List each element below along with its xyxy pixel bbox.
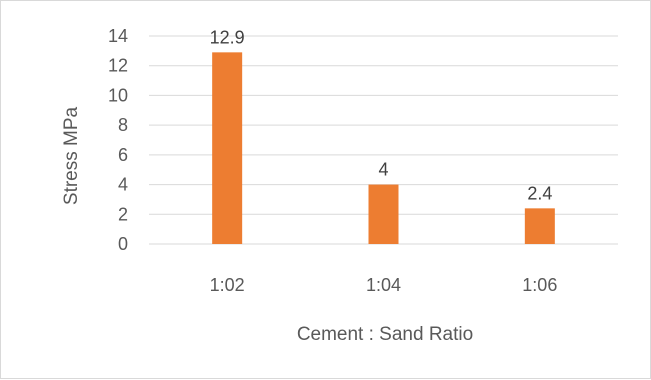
x-tick-label: 1:04 (366, 275, 401, 295)
x-axis-tick-labels: 1:02 1:04 1:06 (210, 275, 558, 295)
y-tick-label: 12 (108, 56, 128, 76)
y-axis-title: Stress MPa (61, 106, 82, 205)
x-tick-label: 1:02 (210, 275, 245, 295)
y-tick-label: 4 (118, 175, 128, 195)
bars (212, 52, 555, 244)
y-axis-tick-labels: 0 2 4 6 8 10 12 14 (108, 26, 128, 254)
x-axis-title: Cement : Sand Ratio (297, 324, 473, 345)
data-label: 4 (378, 160, 388, 180)
y-tick-label: 0 (118, 234, 128, 254)
data-labels: 12.9 4 2.4 (210, 27, 553, 203)
data-label: 12.9 (210, 27, 245, 47)
y-tick-label: 8 (118, 115, 128, 135)
bar (524, 208, 555, 244)
y-tick-label: 2 (118, 204, 128, 224)
bar (368, 184, 399, 244)
y-tick-label: 6 (118, 145, 128, 165)
x-tick-label: 1:06 (522, 275, 557, 295)
y-tick-label: 10 (108, 85, 128, 105)
y-tick-label: 14 (108, 26, 128, 46)
bar (212, 52, 243, 244)
data-label: 2.4 (527, 183, 552, 203)
